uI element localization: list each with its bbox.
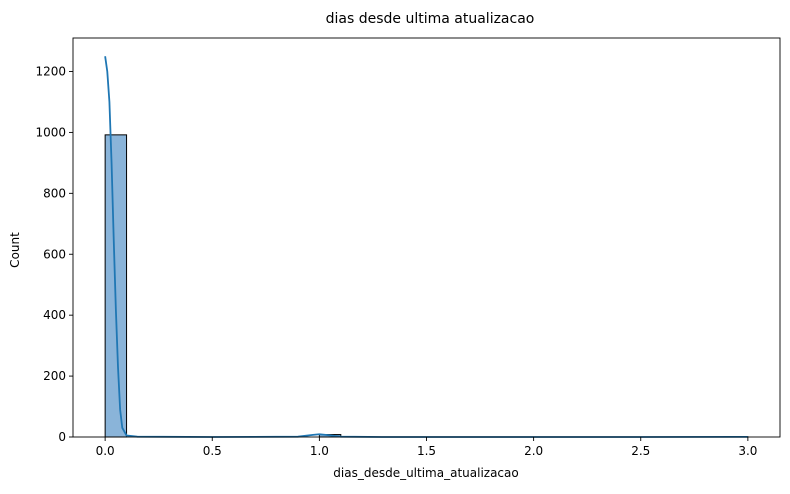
y-tick-label-1: 200: [43, 369, 66, 383]
y-tick-label-5: 1000: [35, 125, 66, 139]
x-axis-label: dias_desde_ultima_atualizacao: [333, 466, 518, 480]
y-axis-label: Count: [8, 232, 22, 268]
x-tick-label-2: 1.0: [310, 444, 329, 458]
y-tick-label-3: 600: [43, 247, 66, 261]
x-tick-label-1: 0.5: [203, 444, 222, 458]
y-tick-label-4: 800: [43, 186, 66, 200]
kde-line: [105, 56, 748, 437]
x-tick-label-3: 1.5: [417, 444, 436, 458]
x-tick-label-6: 3.0: [738, 444, 757, 458]
plot-frame: [73, 38, 780, 437]
plot-area: 0.0 0.5 1.0 1.5 2.0 2.5 3.0 0 200 400 600 800 1000 12…: [35, 38, 780, 458]
y-tick-label-2: 400: [43, 308, 66, 322]
chart-title: dias desde ultima atualizacao: [326, 11, 535, 27]
x-tick-label-5: 2.5: [631, 444, 650, 458]
y-tick-label-6: 1200: [35, 65, 66, 79]
y-tick-label-0: 0: [58, 430, 66, 444]
x-tick-label-0: 0.0: [96, 444, 115, 458]
x-tick-label-4: 2.0: [524, 444, 543, 458]
